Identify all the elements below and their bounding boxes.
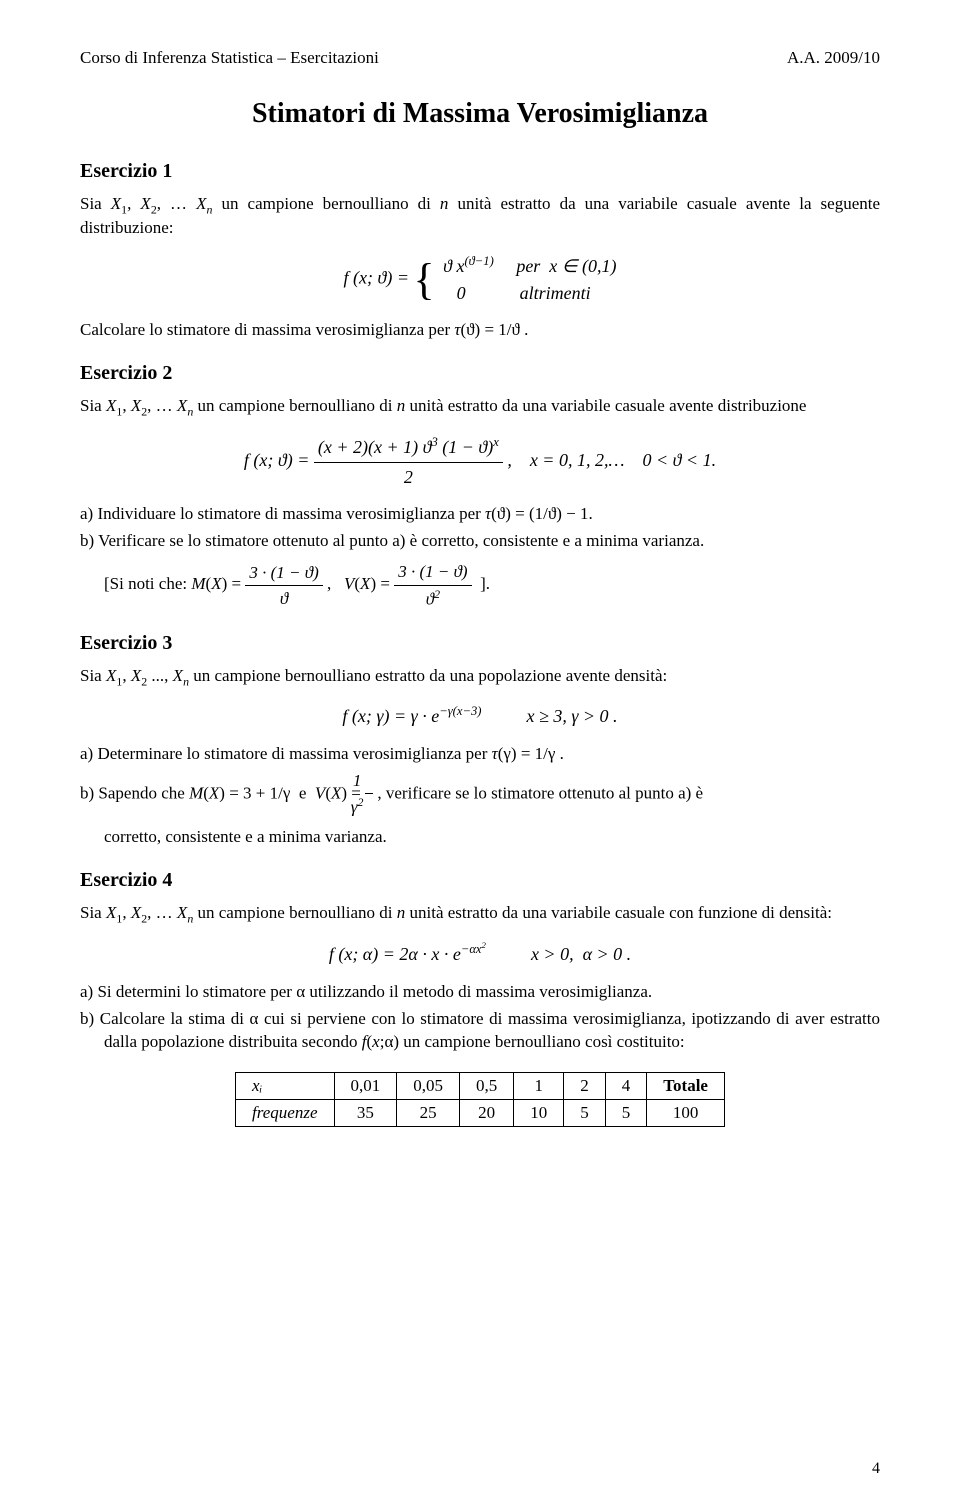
ex4-item-b: b) Calcolare la stima di α cui si pervie…	[80, 1008, 880, 1054]
ex2-intro-b: un campione bernoulliano di	[193, 396, 396, 415]
cell: 2	[564, 1072, 606, 1099]
table-row: frequenze 35 25 20 10 5 5 100	[236, 1099, 725, 1126]
ex2-intro: Sia X1, X2, … Xn un campione bernoullian…	[80, 395, 880, 419]
cell: 10	[514, 1099, 564, 1126]
cell: 35	[334, 1099, 397, 1126]
ex1-intro-a: Sia	[80, 194, 111, 213]
ex3-item-a-text: a) Determinare lo stimatore di massima v…	[80, 744, 492, 763]
cell: 0,05	[397, 1072, 460, 1099]
ex1-heading: Esercizio 1	[80, 160, 880, 183]
page-container: Corso di Inferenza Statistica – Esercita…	[0, 0, 960, 1508]
cell: 0,01	[334, 1072, 397, 1099]
ex4-intro: Sia X1, X2, … Xn un campione bernoullian…	[80, 902, 880, 926]
ex3-item-b: b) Sapendo che M(X) = 3 + 1/γ e V(X) = 1…	[80, 770, 880, 820]
document-title: Stimatori di Massima Verosimiglianza	[80, 98, 880, 130]
ex3-intro: Sia X1, X2 ..., Xn un campione bernoulli…	[80, 665, 880, 689]
ex2-note: [Si noti che: M(X) = 3 · (1 − ϑ)ϑ , V(X)…	[104, 559, 880, 612]
ex3-item-b-pre: b) Sapendo che	[80, 784, 189, 803]
cell-total-value: 100	[647, 1099, 725, 1126]
ex1-calc: Calcolare lo stimatore di massima verosi…	[80, 319, 880, 342]
cell: 0,5	[460, 1072, 514, 1099]
page-header: Corso di Inferenza Statistica – Esercita…	[80, 48, 880, 68]
ex3-intro-a: Sia	[80, 666, 106, 685]
ex2-item-a: a) Individuare lo stimatore di massima v…	[80, 503, 880, 526]
ex4-intro-a: Sia	[80, 903, 106, 922]
row-label-freq: frequenze	[236, 1099, 334, 1126]
ex4-item-a: a) Si determini lo stimatore per α utili…	[80, 981, 880, 1004]
cell: 20	[460, 1099, 514, 1126]
cell: 25	[397, 1099, 460, 1126]
ex3-intro-b: un campione bernoulliano estratto da una…	[189, 666, 667, 685]
table-row: xᵢ 0,01 0,05 0,5 1 2 4 Totale	[236, 1072, 725, 1099]
data-table: xᵢ 0,01 0,05 0,5 1 2 4 Totale frequenze …	[235, 1072, 725, 1127]
cell-total-label: Totale	[647, 1072, 725, 1099]
ex4-formula: f (x; α) = 2α · x · e−αx2 x > 0, α > 0 .	[80, 938, 880, 969]
ex3-heading: Esercizio 3	[80, 632, 880, 655]
header-left: Corso di Inferenza Statistica – Esercita…	[80, 48, 379, 68]
ex3-formula: f (x; γ) = γ · e−γ(x−3) x ≥ 3, γ > 0 .	[80, 701, 880, 731]
ex4-intro-c: unità estratto da una variabile casuale …	[405, 903, 832, 922]
ex2-heading: Esercizio 2	[80, 362, 880, 385]
ex4-intro-b: un campione bernoulliano di	[193, 903, 396, 922]
header-right: A.A. 2009/10	[787, 48, 880, 68]
ex2-intro-c: unità estratto da una variabile casuale …	[405, 396, 806, 415]
ex2-item-a-text: a) Individuare lo stimatore di massima v…	[80, 504, 485, 523]
ex2-formula: f (x; ϑ) = (x + 2)(x + 1) ϑ3 (1 − ϑ)x 2 …	[80, 432, 880, 492]
ex3-item-a: a) Determinare lo stimatore di massima v…	[80, 743, 880, 766]
ex1-intro: Sia X1, X2, … Xn un campione bernoullian…	[80, 193, 880, 240]
ex2-note-text: [Si noti che:	[104, 574, 191, 593]
row-label-x: xᵢ	[236, 1072, 334, 1099]
cell: 4	[605, 1072, 647, 1099]
ex2-intro-a: Sia	[80, 396, 106, 415]
cell: 1	[514, 1072, 564, 1099]
ex3-item-b-cont: corretto, consistente e a minima varianz…	[104, 826, 880, 849]
ex2-item-b: b) Verificare se lo stimatore ottenuto a…	[80, 530, 880, 553]
ex1-intro-b: un campione bernoulliano di	[212, 194, 439, 213]
cell: 5	[564, 1099, 606, 1126]
cell: 5	[605, 1099, 647, 1126]
ex3-item-b-post: , verificare se lo stimatore ottenuto al…	[377, 784, 703, 803]
ex4-heading: Esercizio 4	[80, 869, 880, 892]
ex1-formula: f (x; ϑ) = { ϑ x(ϑ−1) per x ∈ (0,1) 0 al…	[80, 252, 880, 307]
ex4-item-b-post: un campione bernoulliano così costituito…	[399, 1032, 685, 1051]
ex1-calc-text: Calcolare lo stimatore di massima verosi…	[80, 320, 454, 339]
page-number: 4	[872, 1460, 880, 1478]
